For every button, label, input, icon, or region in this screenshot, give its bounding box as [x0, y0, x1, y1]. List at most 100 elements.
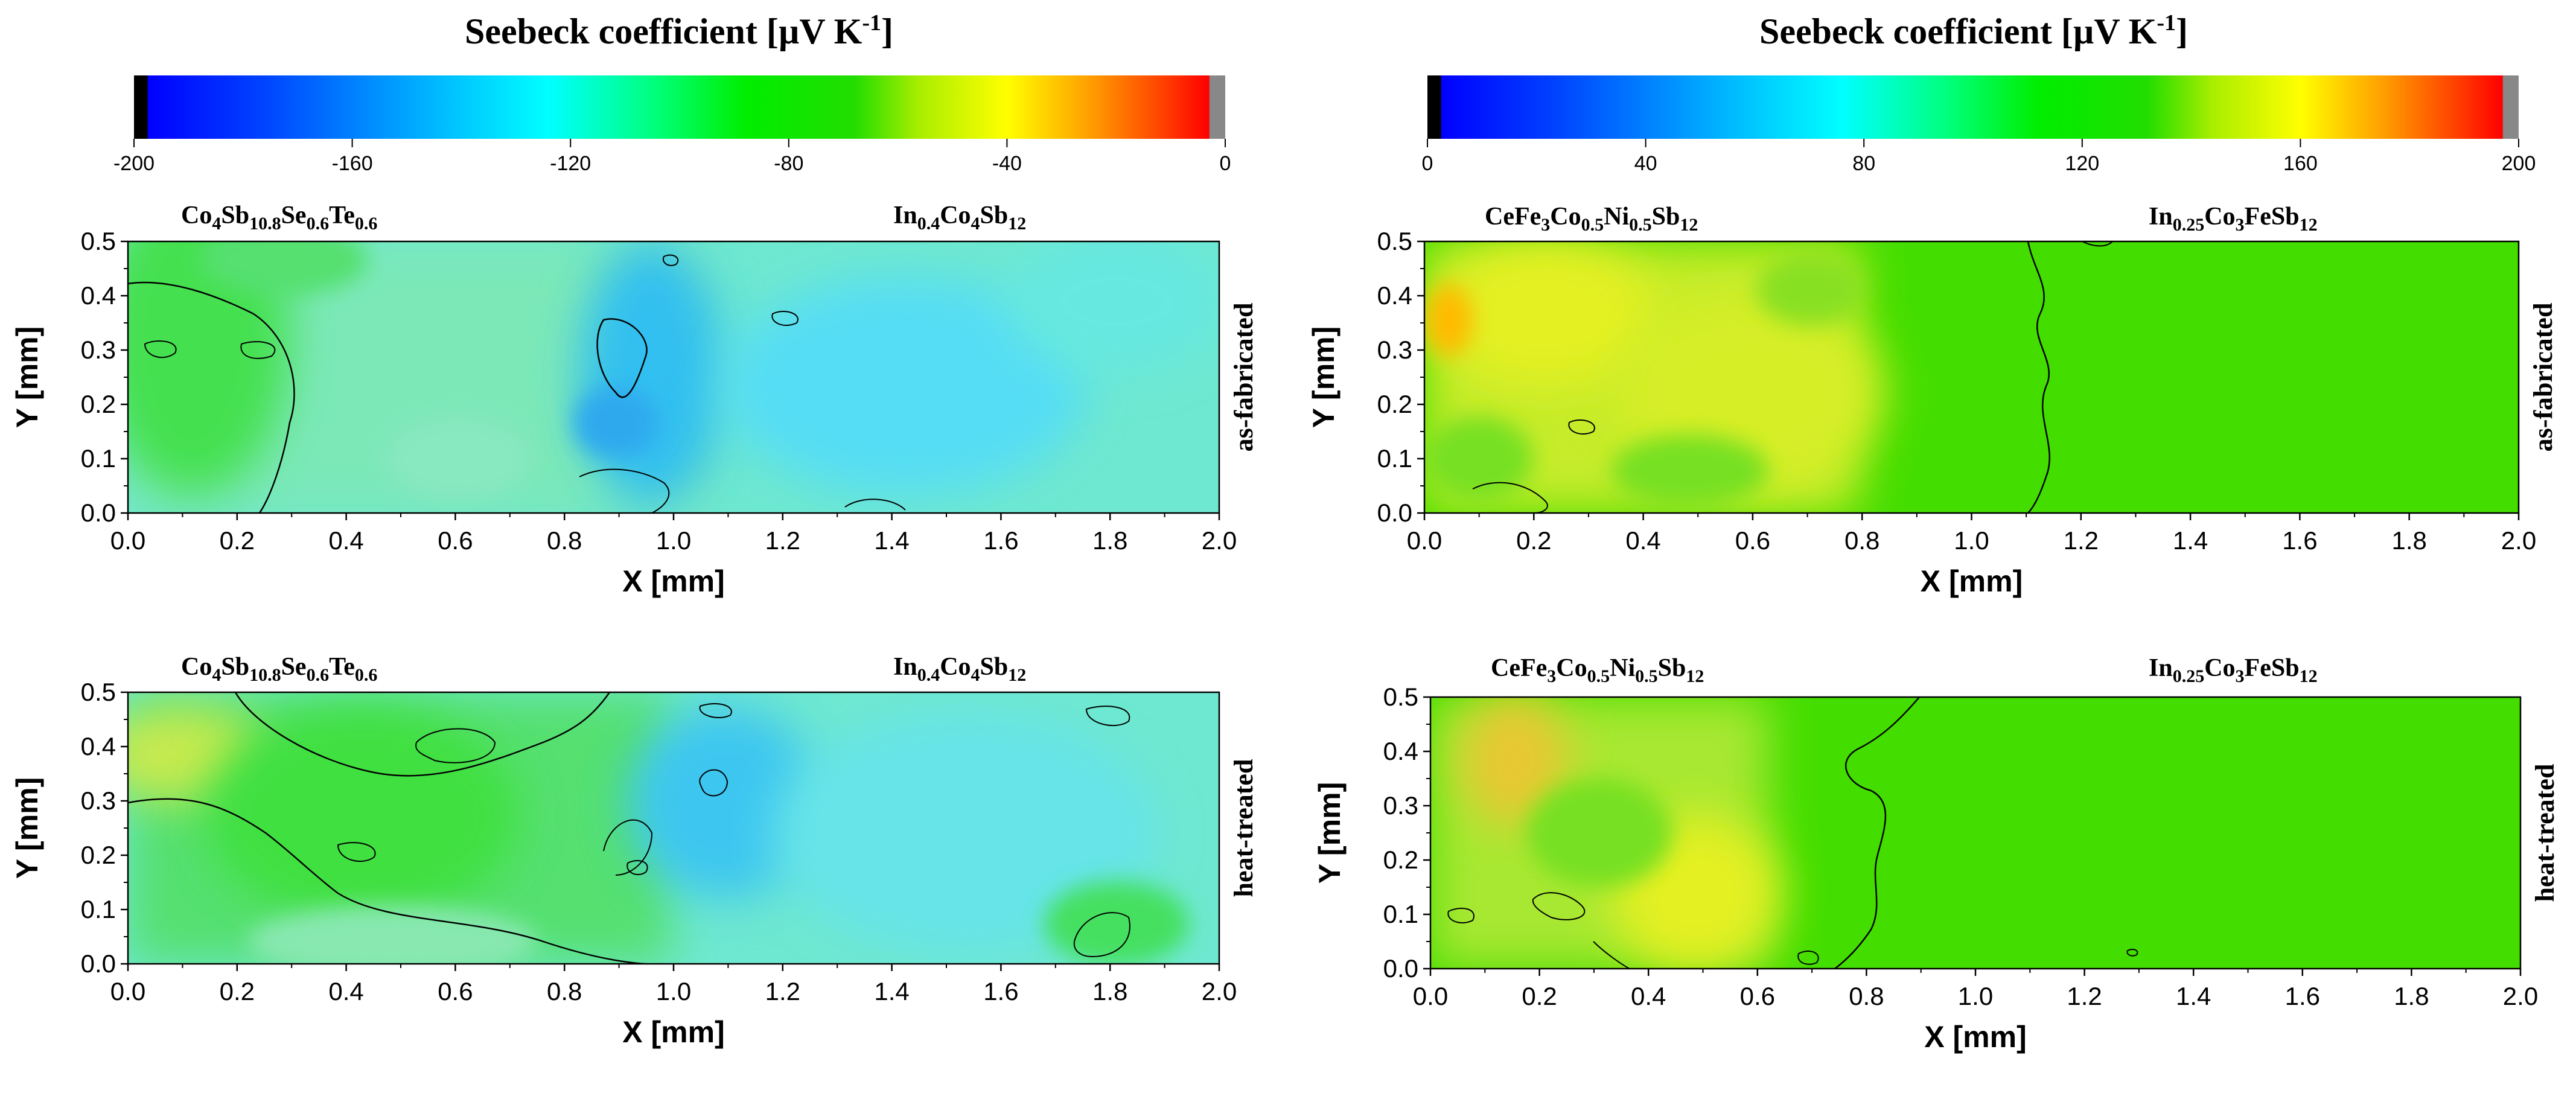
- y-axis-label: Y [mm]: [10, 777, 44, 879]
- x-tick-label: 0.0: [1407, 526, 1442, 555]
- x-tick-label: 1.6: [2285, 982, 2320, 1010]
- y-tick-label: 0.4: [1377, 281, 1412, 310]
- y-tick-label: 0.0: [1383, 954, 1418, 983]
- heatmap-field: [1424, 241, 2519, 513]
- colorbar-tick-label: 40: [1634, 152, 1657, 175]
- colorbar-title: Seebeck coefficient [µV K-1]: [1759, 10, 2188, 51]
- x-tick-label: 1.8: [1092, 977, 1127, 1005]
- y-tick-label: 0.1: [81, 895, 116, 923]
- contour-line: [1834, 697, 1920, 969]
- y-tick-label: 0.4: [1383, 737, 1418, 765]
- colorbar-title: Seebeck coefficient [µV K-1]: [465, 10, 893, 51]
- heatmap-field: [128, 692, 1219, 964]
- x-tick-label: 1.4: [2176, 982, 2211, 1010]
- heatmap-n-as-fabricated: 0.0 0.1 0.2 0.3 0.4 0.5 0.0 0.2 0.4 0.6 0.8 1.0 1.2…: [81, 227, 1237, 555]
- x-tick-label: 1.2: [2064, 526, 2099, 555]
- colorbar-tick-label: 120: [2065, 152, 2099, 175]
- x-tick-label: 1.0: [656, 526, 691, 555]
- x-axis-ticks: 0.0 0.2 0.4 0.6 0.8 1.0 1.2 1.4 1.6 1.8 2.0: [1407, 513, 2536, 555]
- x-tick-label: 1.8: [2394, 982, 2429, 1010]
- x-tick-label: 0.0: [110, 526, 145, 555]
- colorbar-p-type: Seebeck coefficient [µV K-1] 0 40 80 120 160…: [1422, 10, 2536, 175]
- y-tick-label: 0.3: [1383, 791, 1418, 820]
- x-tick-label: 0.4: [328, 977, 363, 1005]
- x-tick-label: 1.2: [765, 977, 800, 1005]
- x-tick-label: 0.6: [1735, 526, 1770, 555]
- condition-label: as-fabricated: [2528, 303, 2558, 452]
- x-tick-label: 0.0: [1413, 982, 1448, 1010]
- heatmap-field: [1430, 697, 2520, 969]
- contour-line: [771, 311, 799, 326]
- contour-line: [626, 860, 648, 875]
- x-tick-label: 0.4: [1625, 526, 1660, 555]
- heatmap-p-heat-treated: 0.0 0.1 0.2 0.3 0.4 0.5 0.0 0.2 0.4 0.6 0.8 1.0 1.2…: [1383, 683, 2539, 1010]
- x-tick-label: 0.8: [1844, 526, 1879, 555]
- y-tick-label: 0.0: [1377, 499, 1412, 527]
- x-tick-label: 1.4: [2173, 526, 2208, 555]
- x-tick-label: 0.2: [1522, 982, 1557, 1010]
- y-tick-label: 0.2: [1383, 846, 1418, 874]
- material-label-right: In0.25​Co3​FeSb12​: [2149, 203, 2318, 235]
- y-tick-label: 0.1: [1377, 444, 1412, 473]
- contour-line: [128, 798, 664, 964]
- panel-labels: X [mm] Y [mm] as-fabricated Co4​Sb10.8​Se0.…: [10, 202, 2560, 1054]
- heatmap-p-as-fabricated: 0.0 0.1 0.2 0.3 0.4 0.5 0.0 0.2 0.4 0.6 0.8 1.0 1.2…: [1377, 227, 2537, 555]
- x-axis-ticks: 0.0 0.2 0.4 0.6 0.8 1.0 1.2 1.4 1.6 1.8 2.0: [110, 513, 1237, 555]
- x-tick-label: 0.0: [110, 977, 145, 1005]
- contour-line: [1085, 706, 1130, 726]
- colorbar-tick-label: 0: [1422, 152, 1433, 175]
- x-tick-label: 2.0: [2501, 526, 2536, 555]
- x-tick-label: 1.2: [765, 526, 800, 555]
- x-tick-label: 1.4: [874, 526, 909, 555]
- contour-line: [1532, 892, 1586, 920]
- colorbar-tick-label: 160: [2283, 152, 2318, 175]
- y-tick-label: 0.4: [81, 281, 116, 310]
- condition-label: heat-treated: [2530, 764, 2560, 902]
- y-tick-label: 0.0: [81, 499, 116, 527]
- y-tick-label: 0.5: [1383, 683, 1418, 711]
- y-tick-label: 0.2: [1377, 390, 1412, 418]
- contour-line: [1593, 941, 1630, 969]
- x-tick-label: 1.0: [1954, 526, 1989, 555]
- contour-line: [144, 340, 177, 358]
- y-tick-label: 0.5: [81, 678, 116, 706]
- x-tick-label: 1.8: [1092, 526, 1127, 555]
- y-tick-label: 0.4: [81, 732, 116, 760]
- contour-line: [596, 318, 648, 398]
- condition-label: as-fabricated: [1229, 303, 1258, 452]
- colorbar-tick-label: 80: [1852, 152, 1875, 175]
- colorbar-ticks: -200 -160 -120 -80 -40 0: [113, 139, 1231, 175]
- x-tick-label: 2.0: [1202, 526, 1237, 555]
- contour-line: [579, 468, 670, 513]
- contour-line: [1447, 908, 1475, 923]
- contour-line: [240, 341, 276, 359]
- y-axis-label: Y [mm]: [1313, 782, 1347, 884]
- contour-line: [699, 703, 732, 718]
- heatmap-n-heat-treated: 0.0 0.1 0.2 0.3 0.4 0.5 0.0 0.2 0.4 0.6 0.8 1.0 1.2…: [81, 678, 1237, 1005]
- contour-line: [337, 842, 376, 862]
- colorbar-tick-label: 0: [1220, 152, 1231, 175]
- contour-line: [1797, 951, 1819, 965]
- material-label-right: In0.25​Co3​FeSb12​: [2149, 654, 2318, 686]
- x-tick-label: 1.6: [2282, 526, 2317, 555]
- x-tick-label: 1.2: [2067, 982, 2102, 1010]
- x-axis-label: X [mm]: [1921, 564, 2023, 598]
- colorbar-n-type: Seebeck coefficient [µV K-1] -200 -160 -12…: [113, 10, 1231, 175]
- heatmap-field: [128, 241, 1219, 513]
- x-tick-label: 0.6: [438, 526, 473, 555]
- condition-label: heat-treated: [1229, 759, 1258, 897]
- contour-line: [234, 692, 611, 777]
- x-tick-label: 0.2: [220, 526, 255, 555]
- contour-line: [1568, 419, 1595, 435]
- x-tick-label: 0.8: [1849, 982, 1884, 1010]
- y-tick-label: 0.0: [81, 949, 116, 978]
- y-tick-label: 0.3: [1377, 336, 1412, 364]
- y-axis-ticks: 0.0 0.1 0.2 0.3 0.4 0.5: [81, 227, 128, 527]
- x-tick-label: 0.4: [1631, 982, 1666, 1010]
- x-tick-label: 1.6: [983, 526, 1018, 555]
- x-tick-label: 0.4: [328, 526, 363, 555]
- x-tick-label: 1.8: [2392, 526, 2427, 555]
- material-label-left: CeFe3​Co0.5​Ni0.5​Sb12​: [1485, 203, 1698, 235]
- contour-line: [662, 254, 679, 266]
- x-tick-label: 1.0: [1958, 982, 1993, 1010]
